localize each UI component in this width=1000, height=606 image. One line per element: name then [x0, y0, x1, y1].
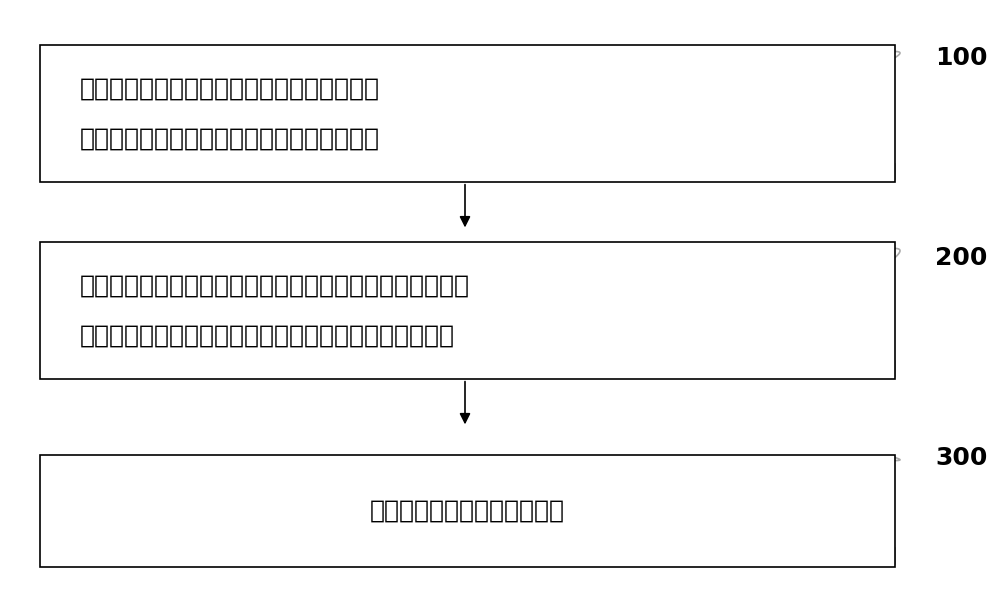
Text: 获取患者静止时足部的三维模型，在所述三维: 获取患者静止时足部的三维模型，在所述三维: [80, 76, 380, 100]
Text: 据确定所述鞋垫轮廓平面图中的压强峰值位置及高压区域: 据确定所述鞋垫轮廓平面图中的压强峰值位置及高压区域: [80, 324, 455, 348]
Bar: [40, 45, 895, 182]
Bar: [40, 454, 895, 567]
Bar: [40, 242, 895, 379]
Text: 采集患者运动过程中的足底压力数据，根据所述足底压力数: 采集患者运动过程中的足底压力数据，根据所述足底压力数: [80, 273, 470, 297]
Text: 100: 100: [935, 45, 988, 70]
Text: 模型中提取足形轮廓，以确定鞋垫轮廓平面图: 模型中提取足形轮廓，以确定鞋垫轮廓平面图: [80, 127, 380, 151]
Text: 300: 300: [935, 445, 987, 470]
Text: 200: 200: [935, 245, 987, 270]
Text: 对所述高压区域进行减压处理: 对所述高压区域进行减压处理: [370, 499, 565, 522]
